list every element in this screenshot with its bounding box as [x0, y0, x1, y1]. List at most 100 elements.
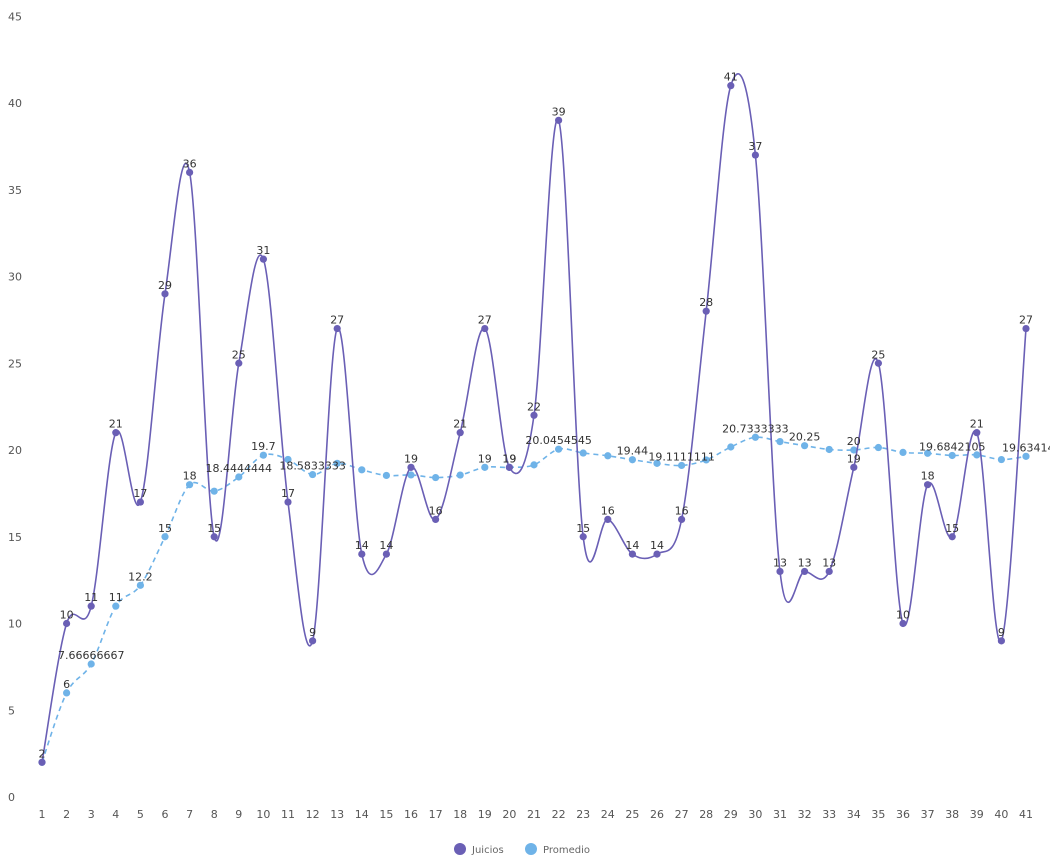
data-point-promedio[interactable] [628, 456, 637, 464]
data-label-juicios: 15 [576, 522, 590, 535]
data-point-promedio[interactable] [284, 455, 292, 464]
data-point-promedio[interactable] [309, 470, 317, 479]
x-tick-label: 7 [186, 808, 193, 821]
data-point-juicios[interactable] [87, 602, 95, 610]
data-label-juicios: 21 [453, 418, 467, 431]
data-point-promedio[interactable] [186, 481, 194, 489]
data-point-juicios[interactable] [555, 116, 563, 124]
data-point-juicios[interactable] [653, 550, 661, 558]
data-point-juicios[interactable] [776, 567, 784, 576]
data-point-promedio[interactable] [456, 471, 464, 479]
data-point-promedio[interactable] [751, 433, 760, 441]
data-point-promedio[interactable] [653, 459, 661, 467]
data-point-promedio[interactable] [87, 660, 95, 668]
data-point-juicios[interactable] [899, 619, 907, 628]
data-point-promedio[interactable] [727, 443, 735, 451]
data-point-promedio[interactable] [874, 443, 883, 452]
data-point-juicios[interactable] [456, 429, 464, 437]
data-point-promedio[interactable] [997, 455, 1006, 464]
data-label-juicios: 41 [724, 71, 738, 84]
data-point-juicios[interactable] [112, 429, 120, 437]
data-point-juicios[interactable] [333, 324, 341, 333]
x-tick-label: 9 [235, 808, 242, 821]
data-point-juicios[interactable] [358, 550, 366, 558]
data-point-promedio[interactable] [112, 602, 120, 610]
data-point-promedio[interactable] [948, 451, 956, 460]
data-point-promedio[interactable] [136, 581, 144, 589]
data-point-promedio[interactable] [333, 459, 341, 467]
data-label-promedio: 18.5833333 [279, 460, 345, 473]
data-point-juicios[interactable] [186, 168, 194, 176]
data-point-promedio[interactable] [678, 461, 686, 470]
data-point-promedio[interactable] [850, 446, 858, 454]
data-point-promedio[interactable] [973, 451, 981, 459]
data-point-promedio[interactable] [235, 473, 243, 481]
data-point-juicios[interactable] [63, 619, 71, 628]
data-label-juicios: 15 [207, 522, 221, 535]
data-point-juicios[interactable] [210, 533, 218, 541]
data-point-promedio[interactable] [382, 471, 390, 480]
data-point-promedio[interactable] [801, 442, 809, 450]
x-tick-label: 40 [994, 808, 1008, 821]
data-point-juicios[interactable] [825, 567, 833, 576]
data-point-promedio[interactable] [432, 473, 440, 482]
data-point-juicios[interactable] [751, 151, 760, 159]
legend-swatch-juicios[interactable] [454, 843, 466, 855]
data-point-promedio[interactable] [702, 456, 710, 464]
data-point-juicios[interactable] [284, 498, 292, 506]
data-point-promedio[interactable] [63, 689, 71, 697]
data-point-juicios[interactable] [727, 82, 735, 90]
x-tick-label: 19 [478, 808, 492, 821]
data-point-juicios[interactable] [850, 463, 858, 471]
data-point-juicios[interactable] [136, 498, 144, 506]
x-tick-label: 36 [896, 808, 910, 821]
data-point-promedio[interactable] [825, 445, 833, 454]
data-point-juicios[interactable] [407, 463, 415, 471]
data-point-juicios[interactable] [604, 515, 612, 524]
data-label-juicios: 13 [822, 556, 836, 569]
y-tick-label: 45 [8, 10, 22, 23]
data-point-juicios[interactable] [530, 411, 538, 419]
data-point-promedio[interactable] [1022, 452, 1030, 460]
data-point-juicios[interactable] [309, 637, 317, 645]
data-point-juicios[interactable] [259, 255, 267, 263]
data-point-juicios[interactable] [1022, 324, 1030, 333]
data-point-juicios[interactable] [702, 307, 710, 315]
data-point-promedio[interactable] [924, 449, 932, 457]
data-point-promedio[interactable] [481, 463, 489, 471]
data-point-juicios[interactable] [973, 429, 981, 437]
data-label-promedio: 19 [502, 452, 516, 465]
data-point-juicios[interactable] [874, 359, 883, 367]
data-point-promedio[interactable] [259, 451, 267, 459]
data-point-promedio[interactable] [530, 461, 538, 469]
data-point-juicios[interactable] [628, 550, 637, 558]
data-point-juicios[interactable] [997, 637, 1006, 645]
x-tick-label: 22 [552, 808, 566, 821]
data-point-promedio[interactable] [899, 448, 907, 457]
data-point-juicios[interactable] [924, 481, 932, 489]
data-point-juicios[interactable] [948, 533, 956, 541]
data-point-promedio[interactable] [604, 452, 612, 460]
legend-swatch-promedio[interactable] [525, 843, 537, 855]
data-label-juicios: 27 [478, 314, 492, 327]
legend-label-juicios[interactable]: Juicios [471, 845, 504, 856]
data-point-promedio[interactable] [358, 466, 366, 474]
data-point-juicios[interactable] [678, 515, 686, 524]
data-point-juicios[interactable] [801, 567, 809, 576]
data-point-juicios[interactable] [579, 533, 587, 541]
data-point-promedio[interactable] [579, 449, 587, 457]
data-label-promedio: 15 [158, 522, 172, 535]
legend-label-promedio[interactable]: Promedio [543, 845, 590, 856]
data-point-juicios[interactable] [505, 463, 513, 471]
data-point-juicios[interactable] [481, 324, 489, 333]
data-point-juicios[interactable] [432, 515, 440, 524]
data-point-promedio[interactable] [555, 445, 563, 453]
data-point-juicios[interactable] [38, 758, 46, 766]
data-point-promedio[interactable] [161, 533, 169, 541]
data-point-promedio[interactable] [407, 471, 415, 479]
data-point-promedio[interactable] [776, 438, 784, 446]
data-point-juicios[interactable] [161, 290, 169, 298]
data-point-promedio[interactable] [210, 487, 218, 495]
data-point-juicios[interactable] [382, 550, 390, 558]
data-point-juicios[interactable] [235, 359, 243, 367]
